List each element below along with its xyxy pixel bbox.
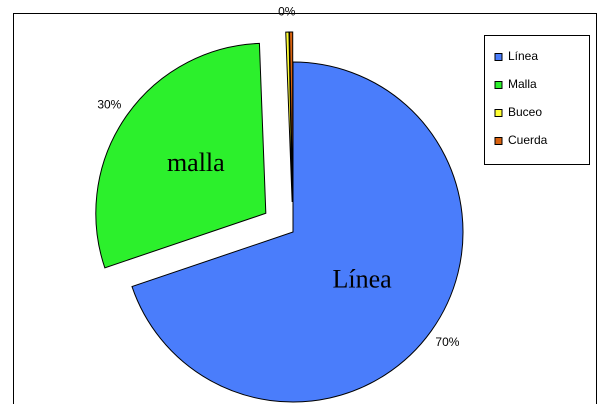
legend-swatch <box>494 53 503 61</box>
data-label: 70% <box>435 335 459 349</box>
legend-label: Malla <box>508 77 537 91</box>
legend-label: Línea <box>508 49 538 63</box>
pie-slice <box>131 61 464 403</box>
legend-label: Buceo <box>508 105 542 119</box>
legend-swatch <box>494 81 503 89</box>
pie-slice <box>285 31 293 203</box>
legend-swatch <box>494 137 503 145</box>
legend-label: Cuerda <box>508 133 548 147</box>
data-label: 0% <box>278 4 296 18</box>
slice-label: malla <box>167 148 225 177</box>
slice-label: Línea <box>332 264 392 293</box>
legend-swatch <box>494 109 503 117</box>
pie-slice <box>289 31 294 203</box>
data-label: 30% <box>97 98 121 112</box>
pie-slice <box>95 42 267 269</box>
